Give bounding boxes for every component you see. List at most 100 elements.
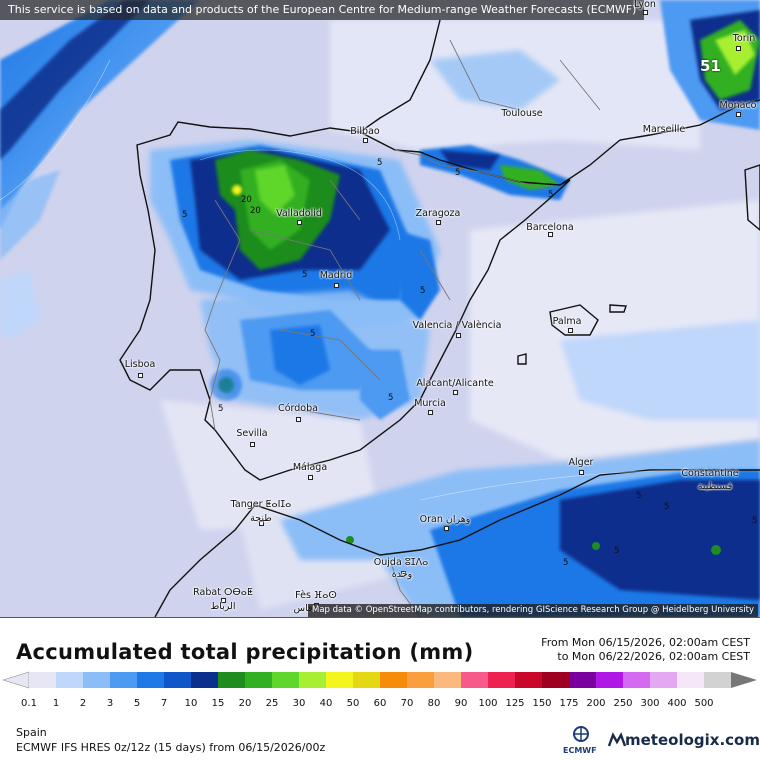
city-marker	[428, 410, 433, 415]
contour-value-label: 5	[420, 286, 426, 296]
ecmwf-disclaimer: This service is based on data and produc…	[0, 0, 645, 20]
ecmwf-logo-text: ECMWF	[563, 746, 597, 755]
colorbar-swatch	[650, 672, 678, 688]
city-label: طنجة	[250, 513, 272, 524]
atlantic-west-patches	[0, 270, 40, 340]
colorbar-swatch	[515, 672, 543, 688]
coastline-africa	[154, 469, 760, 617]
contour-line-2	[199, 149, 401, 241]
city-marker	[221, 598, 226, 603]
colorbar-swatch	[407, 672, 435, 688]
city-label: Valencia / València	[412, 320, 502, 331]
colorbar-swatch	[596, 672, 624, 688]
contour-value-label: 5	[664, 502, 670, 512]
map-canvas	[0, 0, 760, 617]
city-marker	[453, 390, 458, 395]
city-label: Tanger ⵟⴰⵏⵊⴰ	[230, 499, 292, 510]
contour-value-label: 5	[752, 516, 758, 526]
colorbar: 0.1 1 2 3 5 7 10 15 20 25 30 40 50 60 70 80 90 100 125 150 1…	[1, 671, 757, 709]
city-label: Valladolid	[276, 208, 322, 219]
contour-value-label: 5	[548, 190, 554, 200]
colorbar-swatch	[245, 672, 273, 688]
region-name: Spain	[16, 726, 47, 739]
colorbar-swatch	[110, 672, 138, 688]
colorbar-tick-label: 70	[401, 698, 414, 709]
city-marker	[643, 10, 648, 15]
contour-lines	[0, 59, 701, 501]
precip-africa-dark	[560, 480, 760, 600]
city-label: Sevilla	[236, 428, 268, 439]
legend-title: Accumulated total precipitation (mm)	[16, 640, 474, 664]
coastline-france	[359, 19, 441, 133]
border-portugal	[204, 199, 241, 431]
colorbar-swatch	[677, 672, 705, 688]
contour-value-label: 5	[302, 270, 308, 280]
meteologix-logo-icon	[607, 732, 627, 747]
coastlines	[119, 19, 760, 617]
contour-value-label: 5	[455, 168, 461, 178]
precip-east-iberia	[395, 230, 440, 320]
colorbar-swatch	[137, 672, 165, 688]
colorbar-swatch	[83, 672, 111, 688]
contour-value-label: 5	[377, 158, 383, 168]
colorbar-swatch	[488, 672, 516, 688]
colorbar-tick-label: 50	[347, 698, 360, 709]
max-value-label: 51	[700, 57, 721, 75]
colorbar-tick-label: 10	[185, 698, 198, 709]
colorbar-swatch	[272, 672, 300, 688]
atlantic-band-outer	[0, 170, 60, 260]
contour-value-label: 5	[182, 210, 188, 220]
contour-line-3	[419, 469, 701, 501]
colorbar-tick-label: 300	[640, 698, 659, 709]
city-marker	[297, 220, 302, 225]
city-marker	[138, 373, 143, 378]
colorbar-swatch	[299, 672, 327, 688]
colorbar-swatch	[218, 672, 246, 688]
city-marker	[334, 283, 339, 288]
period-from: From Mon 06/15/2026, 02:00am CEST	[541, 636, 750, 649]
colorbar-swatch	[164, 672, 192, 688]
colorbar-tick-label: 30	[293, 698, 306, 709]
city-label: Madrid	[319, 270, 353, 281]
colorbar-tick-label: 125	[505, 698, 524, 709]
colorbar-tick-label: 200	[586, 698, 605, 709]
coastline-ibiza	[517, 353, 527, 365]
city-marker	[436, 220, 441, 225]
city-label: Barcelona	[526, 222, 574, 233]
regions-spain	[249, 179, 451, 421]
city-marker	[401, 571, 406, 576]
colorbar-tick-label: 400	[667, 698, 686, 709]
city-label: قسنطينة	[697, 481, 733, 492]
colorbar-swatch	[56, 672, 84, 688]
city-marker	[548, 232, 553, 237]
colorbar-tick-label: 60	[374, 698, 387, 709]
city-label: Lisboa	[124, 359, 156, 370]
city-marker	[736, 46, 741, 51]
contour-value-label: 5	[218, 404, 224, 414]
city-label: Monaco	[719, 100, 757, 111]
city-marker	[736, 112, 741, 117]
contour-value-label: 5	[636, 491, 642, 501]
colorbar-tick-label: 15	[212, 698, 225, 709]
colorbar-tick-label: 5	[134, 698, 140, 709]
city-label: Lyon	[634, 0, 656, 10]
map-attribution[interactable]: Map data © OpenStreetMap contributors, r…	[308, 604, 758, 617]
colorbar-swatch	[29, 672, 57, 688]
precip-africa-green-1	[711, 545, 721, 555]
city-label: Bilbao	[350, 126, 380, 137]
dry-area-south	[160, 400, 380, 530]
city-label: Marseille	[642, 124, 686, 135]
city-label: وجدة	[391, 569, 413, 580]
city-label: Oujda ⵓⵊⴷⴰ	[373, 557, 429, 568]
precipitation-map[interactable]: This service is based on data and produc…	[0, 0, 760, 618]
atlantic-band	[0, 0, 200, 230]
city-label: Oran وهران	[419, 514, 471, 525]
city-label: فاس	[293, 603, 313, 614]
atlantic-band-core	[0, 0, 150, 160]
colorbar-tick-label: 1	[53, 698, 59, 709]
colorbar-tick-label: 80	[428, 698, 441, 709]
city-label: الرباط	[210, 601, 236, 612]
colorbar-tick-label: 250	[613, 698, 632, 709]
meteologix-brand[interactable]: meteologix.com	[625, 731, 760, 749]
contour-value-label: 20	[241, 195, 252, 205]
